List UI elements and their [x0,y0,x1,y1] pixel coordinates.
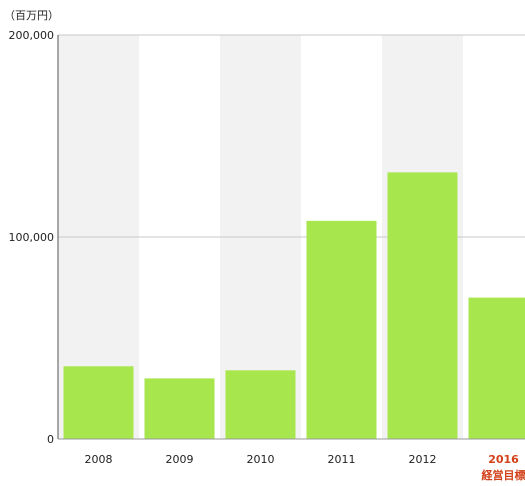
x-tick-label: 2012 [409,453,437,466]
y-axis-label: （百万円） [4,9,59,22]
x-tick-label: 2009 [166,453,194,466]
bar [144,378,215,439]
bar [387,172,458,440]
y-tick-label: 200,000 [9,29,55,42]
x-tick-label: 2016 [488,453,519,466]
x-tick-label: 2011 [328,453,356,466]
bar [225,370,296,439]
bar [63,366,134,439]
bar [306,220,377,439]
bar [468,297,525,439]
x-tick-label: 2010 [247,453,275,466]
y-tick-label: 0 [47,433,54,446]
y-tick-label: 100,000 [9,231,55,244]
target-label: 経営目標 [482,468,525,482]
x-tick-label: 2008 [85,453,113,466]
